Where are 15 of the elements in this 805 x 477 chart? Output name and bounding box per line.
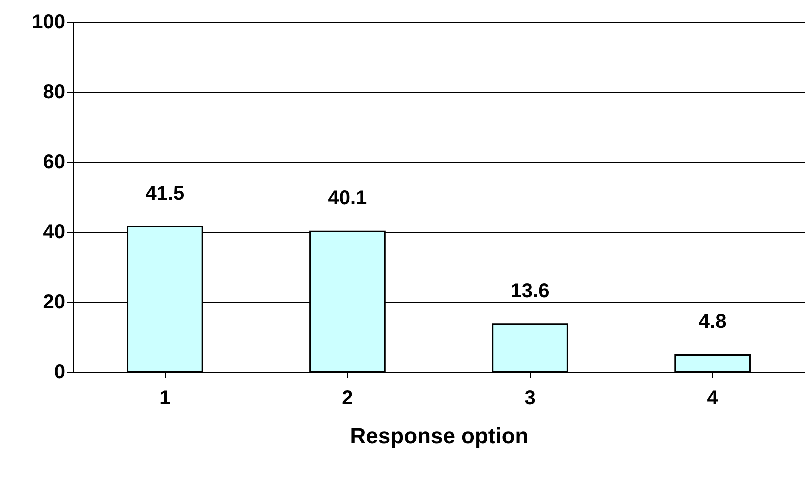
x-axis-title: Response option [350,424,529,448]
data-label: 13.6 [510,280,550,302]
y-tick-label: 80 [43,82,66,104]
x-tick-label: 1 [160,388,171,410]
y-tick-label: 20 [43,292,66,314]
x-tick-label: 3 [524,388,536,410]
y-tick-label: 60 [43,152,66,174]
y-tick-label: 0 [54,362,66,384]
x-tick-label: 4 [707,388,720,410]
y-tick-label: 100 [32,12,66,34]
data-label: 4.8 [698,311,727,334]
data-label: 41.5 [146,182,185,205]
y-tick-label: 40 [43,222,66,244]
x-tick-label: 2 [342,388,354,410]
data-label: 40.1 [328,188,368,210]
